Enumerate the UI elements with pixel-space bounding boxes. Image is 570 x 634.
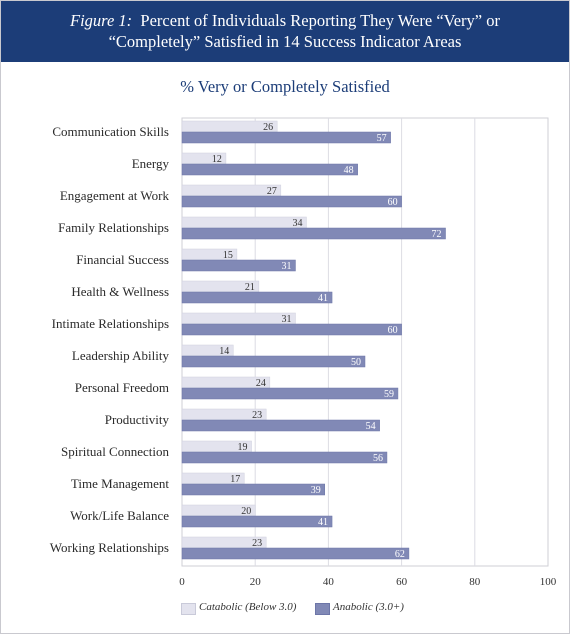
anabolic-bar [181,515,333,528]
x-tick-label: 80 [469,576,481,588]
data-label: 34 [292,218,302,229]
data-label: 54 [366,421,376,432]
data-label: 17 [230,474,240,485]
category-label: Energy [132,156,170,171]
anabolic-bar [181,195,402,208]
data-label: 24 [256,378,266,389]
data-label: 59 [384,389,394,400]
data-label: 62 [395,549,405,560]
anabolic-bar [181,323,402,336]
data-label: 12 [212,154,222,165]
x-tick-label: 20 [250,576,262,588]
x-tick-label: 0 [179,576,185,588]
figure-label: Figure 1: [70,11,133,30]
data-label: 48 [344,165,354,176]
data-label: 23 [252,410,262,421]
anabolic-bar [181,387,399,400]
data-label: 41 [318,517,328,528]
category-label: Engagement at Work [60,188,170,203]
category-label: Spiritual Connection [61,444,169,459]
category-label: Communication Skills [52,124,169,139]
catabolic-bar [181,312,296,325]
plot-area [181,117,549,567]
legend-label-catabolic: Catabolic (Below 3.0) [199,601,297,613]
legend-swatch-anabolic [315,603,330,615]
data-label: 39 [311,485,321,496]
data-label: 19 [238,442,248,453]
anabolic-bar [181,451,388,464]
category-label: Time Management [71,476,169,491]
data-label: 31 [281,314,291,325]
anabolic-bar [181,163,358,176]
data-label: 50 [351,357,361,368]
data-label: 57 [377,133,387,144]
anabolic-bar [181,259,296,272]
category-label: Health & Wellness [71,284,169,299]
anabolic-bar [181,131,391,144]
x-tick-label: 60 [396,576,408,588]
category-label: Intimate Relationships [52,316,169,331]
category-label: Personal Freedom [75,380,169,395]
data-label: 26 [263,122,273,133]
anabolic-bar [181,483,325,496]
data-label: 14 [219,346,229,357]
x-tick-label: 100 [540,576,557,588]
data-label: 72 [432,229,442,240]
anabolic-bar [181,291,333,304]
anabolic-bar [181,547,410,560]
data-label: 23 [252,538,262,549]
anabolic-bar [181,419,380,432]
anabolic-bar [181,227,446,240]
data-label: 21 [245,282,255,293]
data-label: 41 [318,293,328,304]
category-label: Working Relationships [50,540,169,555]
figure-title-line2: “Completely” Satisfied in 14 Success Ind… [108,32,462,51]
catabolic-bar [181,216,307,229]
data-label: 27 [267,186,277,197]
figure-title-line1: Figure 1: Percent of Individuals Reporti… [1,11,569,31]
data-label: 20 [241,506,251,517]
data-label: 31 [281,261,291,272]
data-label: 60 [388,197,398,208]
legend-label-anabolic: Anabolic (3.0+) [333,601,404,613]
figure-title-text-1: Percent of Individuals Reporting They We… [140,11,500,30]
chart-title: % Very or Completely Satisfied [180,77,390,96]
data-label: 56 [373,453,383,464]
category-label: Leadership Ability [72,348,170,363]
category-label: Work/Life Balance [70,508,169,523]
legend-swatch-catabolic [181,603,196,615]
category-label: Family Relationships [58,220,169,235]
data-label: 15 [223,250,233,261]
chart-legend: Catabolic (Below 3.0) Anabolic (3.0+) [0,598,570,618]
figure-title-banner: Figure 1: Percent of Individuals Reporti… [1,1,569,62]
category-label: Financial Success [76,252,169,267]
category-label: Productivity [105,412,170,427]
anabolic-bar [181,355,366,368]
x-tick-label: 40 [323,576,335,588]
data-label: 60 [388,325,398,336]
